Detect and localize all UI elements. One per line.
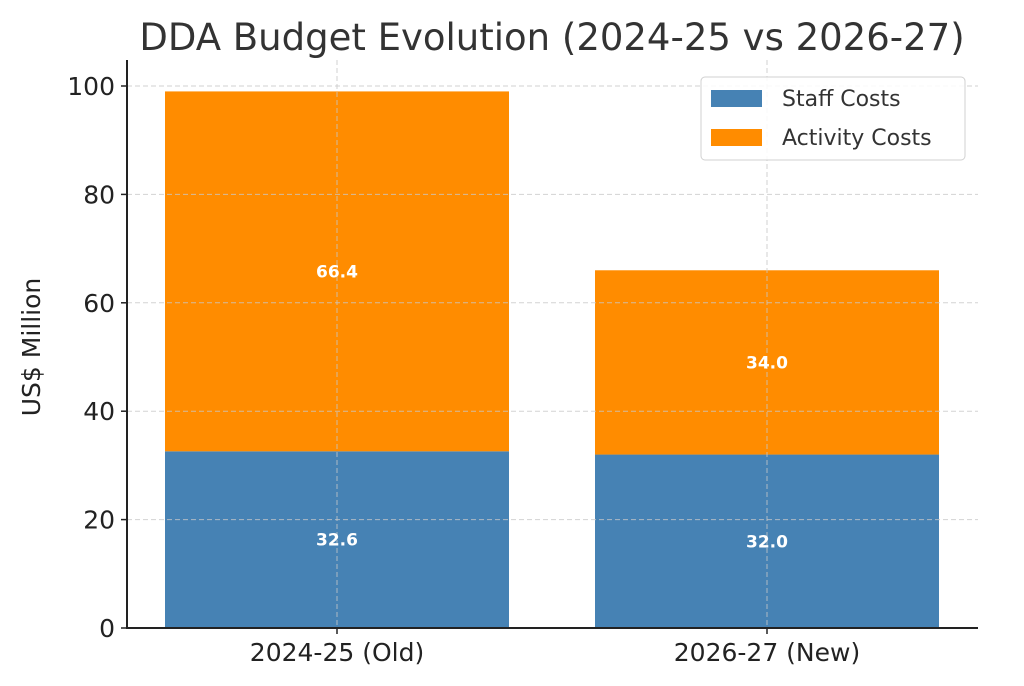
legend: Staff Costs Activity Costs <box>700 76 966 161</box>
bar-value-label: 34.0 <box>746 353 788 373</box>
legend-box <box>700 76 966 161</box>
legend-label: Activity Costs <box>782 126 932 151</box>
chart-title: DDA Budget Evolution (2024-25 vs 2026-27… <box>139 16 964 59</box>
y-axis-label: US$ Million <box>17 278 46 417</box>
x-tick-label: 2026-27 (New) <box>674 638 860 667</box>
bar-value-label: 66.4 <box>316 262 358 282</box>
y-tick-label: 60 <box>83 289 115 318</box>
y-tick-label: 20 <box>83 506 115 535</box>
legend-swatch-staff-costs <box>711 90 762 107</box>
bars-group <box>165 91 939 628</box>
y-tick-label: 0 <box>99 614 115 643</box>
bar-value-label: 32.6 <box>316 531 358 551</box>
legend-swatch-activity-costs <box>711 129 762 146</box>
grid-lines <box>127 60 978 628</box>
axes-group: 0 20 40 60 80 100 2024-25 (Old) 2026-27 (New) <box>67 60 978 667</box>
y-tick-label: 100 <box>67 72 115 101</box>
y-tick-label: 40 <box>83 397 115 426</box>
bar-value-label: 32.0 <box>746 532 788 552</box>
y-tick-label: 80 <box>83 180 115 209</box>
x-tick-label: 2024-25 (Old) <box>250 638 424 667</box>
legend-label: Staff Costs <box>782 87 901 112</box>
bar-labels-group: 32.6 66.4 32.0 34.0 <box>316 262 788 552</box>
